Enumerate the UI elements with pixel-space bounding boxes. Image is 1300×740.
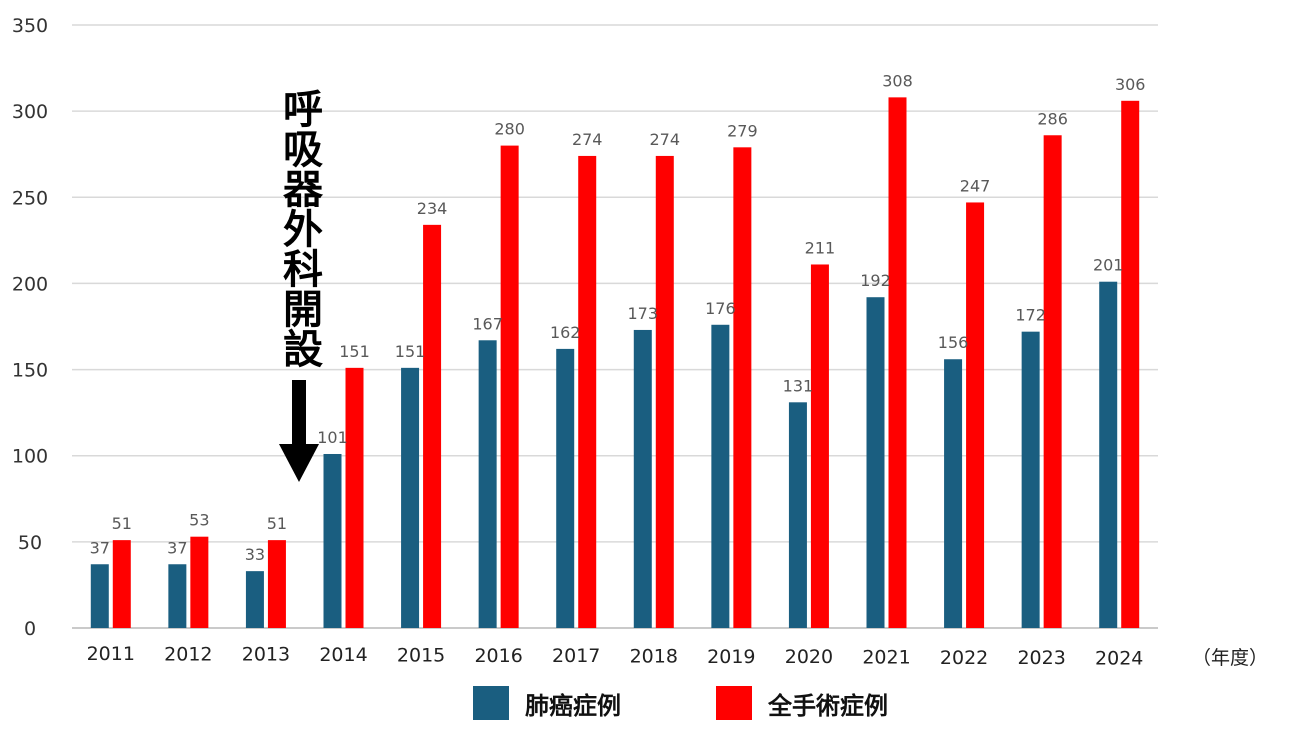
x-tick-label: 2021 [862,647,910,669]
data-label: 51 [267,514,287,533]
data-label: 176 [705,299,736,318]
bar-lung-cancer [788,402,807,628]
bar-all-surgery [733,147,752,628]
bar-all-surgery [966,202,985,628]
data-label: 37 [90,538,110,557]
legend-swatch [473,686,509,720]
grid-lines [72,24,1158,629]
y-axis-ticks: 0 50 100 150 200 250 300 350 [12,15,48,640]
bar-all-surgery [112,540,131,628]
bar-all-surgery [655,155,674,629]
data-label: 201 [1093,256,1124,275]
bar-all-surgery [267,540,286,628]
y-tick-label: 300 [12,101,48,123]
bar-lung-cancer [1099,281,1118,628]
data-label: 247 [960,176,991,195]
bar-all-surgery [1043,135,1062,628]
x-tick-label: 2018 [630,645,678,667]
x-tick-label: 2013 [242,644,290,666]
legend-label: 肺癌症例 [525,692,621,720]
bar-lung-cancer [401,367,420,628]
bar-lung-cancer [478,340,497,628]
x-tick-label: 2022 [940,647,988,669]
bar-all-surgery [423,224,442,628]
y-tick-label: 150 [12,360,48,382]
data-label: 131 [783,376,814,395]
data-label: 51 [112,514,132,533]
bar-lung-cancer [1021,331,1040,628]
bar-all-surgery [190,536,209,628]
data-label: 173 [628,304,659,323]
annotation-text: 呼吸器外科開設 [276,88,323,368]
x-tick-label: 2015 [397,644,445,666]
bar-all-surgery [500,145,519,628]
bar-lung-cancer [323,453,342,628]
x-tick-label: 2020 [785,646,833,668]
x-tick-label: 2012 [164,643,212,665]
legend: 肺癌症例 全手術症例 [473,686,888,720]
y-tick-label: 50 [18,532,42,554]
data-label: 308 [882,71,913,90]
data-label: 162 [550,323,581,342]
bar-all-surgery [578,155,597,629]
bar-lung-cancer [633,329,652,628]
y-tick-label: 250 [12,187,48,209]
bar-all-surgery [810,264,829,628]
x-tick-label: 2019 [707,646,755,668]
annotation: 呼吸器外科開設 [276,88,323,482]
x-axis-ticks: 2011 2012 2013 2014 2015 2016 2017 2018 2019 2020… [87,643,1144,670]
data-label: 234 [417,199,448,218]
bar-lung-cancer [711,324,730,628]
bar-all-surgery [888,97,907,629]
bar-lung-cancer [168,564,187,628]
bar-lung-cancer [90,564,109,628]
x-tick-label: 2016 [474,645,522,667]
data-label: 211 [805,238,836,257]
legend-label: 全手術症例 [767,692,888,720]
x-unit-label: （年度） [1192,647,1268,669]
data-label: 192 [860,271,891,290]
x-tick-label: 2023 [1017,647,1065,669]
bar-lung-cancer [944,359,963,628]
x-tick-label: 2011 [87,643,135,665]
data-label: 280 [494,120,525,139]
y-tick-label: 350 [12,15,48,37]
data-label: 151 [339,342,370,361]
x-tick-label: 2014 [319,644,367,666]
data-label: 151 [395,342,426,361]
data-label: 274 [572,130,603,149]
down-arrow-icon [279,380,319,482]
x-tick-label: 2024 [1095,648,1143,670]
y-tick-label: 100 [12,446,48,468]
bar-lung-cancer [556,348,575,628]
bar-all-surgery [1121,100,1140,628]
bars [90,97,1140,629]
data-label: 37 [167,538,187,557]
data-label: 101 [317,428,348,447]
bar-all-surgery [345,367,364,628]
data-label: 172 [1015,306,1046,325]
data-label: 167 [472,314,503,333]
y-tick-label: 200 [12,273,48,295]
data-label: 53 [189,511,209,530]
data-label: 33 [245,545,265,564]
bar-lung-cancer [245,571,264,628]
legend-swatch [716,686,752,720]
data-label: 306 [1115,75,1146,94]
data-label: 279 [727,121,758,140]
data-label: 286 [1037,109,1068,128]
data-label: 274 [650,130,681,149]
y-tick-label: 0 [24,618,36,640]
bar-lung-cancer [866,297,885,628]
data-label: 156 [938,333,969,352]
x-tick-label: 2017 [552,645,600,667]
